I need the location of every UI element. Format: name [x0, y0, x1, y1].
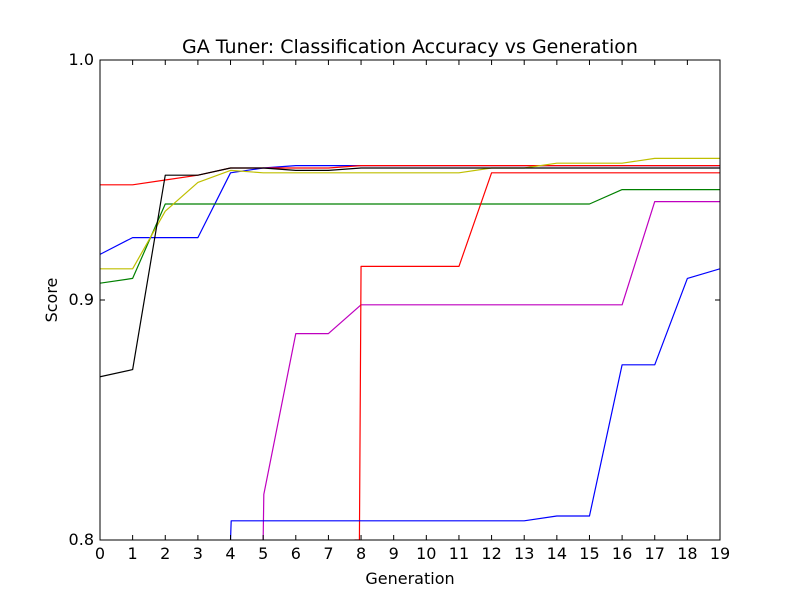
series-line-5: [100, 167, 720, 378]
plot-area: [100, 60, 720, 540]
series-layer: [100, 157, 720, 540]
x-tick-label: 17: [645, 544, 665, 563]
x-tick-label: 2: [160, 544, 170, 563]
x-tick-label: 3: [193, 544, 203, 563]
series-line-6: [262, 201, 720, 540]
x-tick-label: 19: [710, 544, 730, 563]
x-tick-label: 7: [323, 544, 333, 563]
plot-frame: [99, 59, 721, 541]
x-tick-label: 11: [449, 544, 469, 563]
series-line-2: [100, 189, 720, 284]
x-tick-label: 9: [389, 544, 399, 563]
x-axis-label: Generation: [365, 569, 454, 588]
x-tick-label: 18: [677, 544, 697, 563]
x-tick-label: 0: [95, 544, 105, 563]
ticks-layer: 0 1 2 3 4 5 6 7 8 9 10 11 12 13 14 15 16 17 18 190.80.91.0: [69, 50, 731, 563]
x-tick-label: 6: [291, 544, 301, 563]
x-tick-label: 8: [356, 544, 366, 563]
y-tick-label: 1.0: [69, 50, 94, 69]
series-line-7: [354, 172, 720, 540]
chart-title: GA Tuner: Classification Accuracy vs Gen…: [182, 36, 638, 58]
x-tick-label: 15: [579, 544, 599, 563]
x-tick-label: 13: [514, 544, 534, 563]
x-tick-label: 10: [416, 544, 436, 563]
y-axis-label: Score: [42, 278, 61, 323]
x-tick-label: 12: [481, 544, 501, 563]
y-tick-label: 0.9: [69, 290, 94, 309]
series-line-4: [100, 157, 720, 270]
x-tick-label: 1: [128, 544, 138, 563]
series-line-8: [229, 268, 720, 540]
x-tick-label: 16: [612, 544, 632, 563]
x-tick-label: 4: [225, 544, 235, 563]
x-tick-label: 5: [258, 544, 268, 563]
x-tick-label: 14: [547, 544, 567, 563]
y-tick-label: 0.8: [69, 530, 94, 549]
